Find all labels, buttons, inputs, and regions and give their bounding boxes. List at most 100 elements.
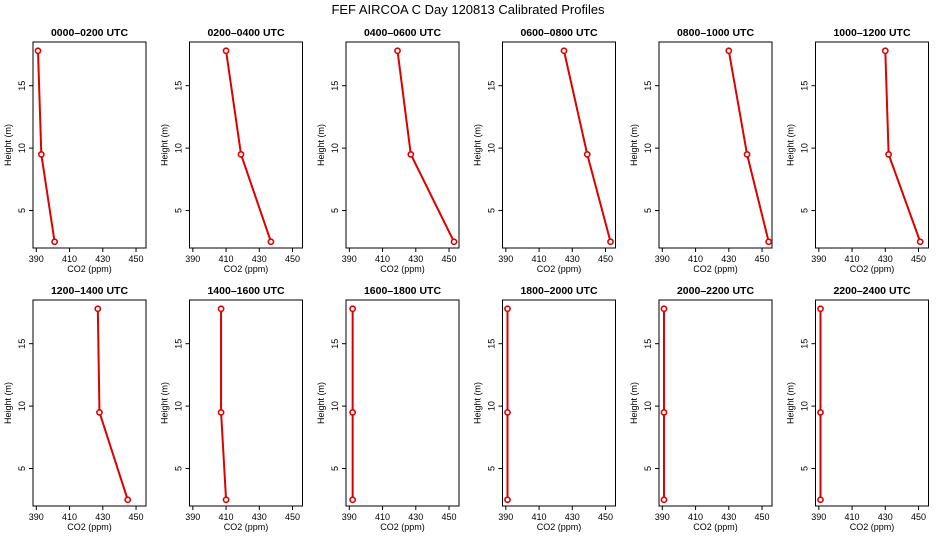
x-tick-label: 390 <box>185 254 200 264</box>
panel-5: 0800–1000 UTC 390 410 430 450 5 10 15 CO2 (ppm) H… <box>629 27 773 274</box>
y-axis-label: Height (m) <box>629 382 639 424</box>
data-point <box>504 408 511 416</box>
profile-line <box>563 50 612 243</box>
data-point <box>765 238 773 246</box>
plot-frame <box>815 41 929 249</box>
profile-line <box>727 50 770 242</box>
x-tick-label: 410 <box>845 254 860 264</box>
x-tick-label: 410 <box>219 254 234 264</box>
x-tick-label: 430 <box>252 512 267 522</box>
y-tick-label: 10 <box>643 401 653 411</box>
x-axis-label: CO2 (ppm) <box>224 522 269 532</box>
x-axis-label: CO2 (ppm) <box>537 522 582 532</box>
x-tick-label: 450 <box>442 512 457 522</box>
y-tick-label: 15 <box>643 339 653 349</box>
x-axis-label: CO2 (ppm) <box>850 264 895 274</box>
y-tick-label: 5 <box>174 466 184 471</box>
panel-title: 0000–0200 UTC <box>51 27 128 39</box>
data-point <box>51 238 59 246</box>
panel-1: 0000–0200 UTC 390 410 430 450 5 10 15 CO2 (ppm) H… <box>3 27 147 274</box>
x-axis-label: CO2 (ppm) <box>693 522 738 532</box>
plot-frame <box>189 41 303 249</box>
y-tick-label: 10 <box>17 143 27 153</box>
x-tick-label: 450 <box>598 254 613 264</box>
data-point <box>217 408 225 416</box>
data-point <box>817 305 824 313</box>
profile-line <box>36 50 56 242</box>
data-point <box>124 496 132 504</box>
y-tick-label: 15 <box>174 81 184 91</box>
data-point <box>916 238 924 246</box>
y-tick-label: 5 <box>330 208 340 213</box>
panel-title: 1200–1400 UTC <box>51 285 128 297</box>
y-axis-label: Height (m) <box>786 124 796 166</box>
data-point <box>349 496 357 504</box>
x-axis-label: CO2 (ppm) <box>380 264 425 274</box>
x-tick-label: 450 <box>598 512 613 522</box>
x-axis-label: CO2 (ppm) <box>693 264 738 274</box>
data-point <box>222 47 230 55</box>
y-axis-label: Height (m) <box>629 124 639 166</box>
panel-title: 0400–0600 UTC <box>364 27 441 39</box>
profile-line <box>225 50 272 243</box>
x-tick-label: 430 <box>721 512 736 522</box>
x-tick-label: 430 <box>565 254 580 264</box>
plot-frame <box>502 299 616 507</box>
x-tick-label: 430 <box>408 254 423 264</box>
panel-6: 1000–1200 UTC 390 410 430 450 5 10 15 CO2 (ppm) H… <box>786 27 929 274</box>
x-tick-label: 410 <box>532 512 547 522</box>
data-point <box>349 305 357 313</box>
panel-title: 1000–1200 UTC <box>833 27 910 39</box>
data-point <box>660 408 668 416</box>
x-tick-label: 450 <box>755 512 770 522</box>
x-tick-label: 430 <box>252 254 267 264</box>
y-tick-label: 15 <box>800 339 810 349</box>
y-tick-label: 5 <box>330 466 340 471</box>
x-tick-label: 430 <box>95 254 110 264</box>
data-point <box>660 305 668 313</box>
data-point <box>560 47 568 55</box>
panel-title: 2200–2400 UTC <box>833 285 910 297</box>
y-axis-label: Height (m) <box>160 124 170 166</box>
x-axis-label: CO2 (ppm) <box>850 522 895 532</box>
data-point <box>450 238 458 246</box>
data-point <box>725 47 733 55</box>
x-tick-label: 410 <box>375 254 390 264</box>
y-axis-label: Height (m) <box>473 382 483 424</box>
x-tick-label: 450 <box>911 512 926 522</box>
y-axis-label: Height (m) <box>316 124 326 166</box>
y-axis-label: Height (m) <box>473 124 483 166</box>
panel-12: 2200–2400 UTC 390 410 430 450 5 10 15 CO2 (ppm) H… <box>786 285 929 532</box>
x-axis-label: CO2 (ppm) <box>224 264 269 274</box>
plot-frame <box>658 299 773 507</box>
y-tick-label: 10 <box>800 401 810 411</box>
y-tick-label: 10 <box>643 143 653 153</box>
y-tick-label: 5 <box>643 208 653 213</box>
panel-title: 0600–0800 UTC <box>520 27 597 39</box>
panel-title: 2000–2200 UTC <box>677 285 754 297</box>
data-point <box>349 408 357 416</box>
x-tick-label: 430 <box>95 512 110 522</box>
x-tick-label: 410 <box>688 512 703 522</box>
panel-9: 1600–1800 UTC 390 410 430 450 5 10 15 CO2 (ppm) H… <box>316 285 460 532</box>
x-tick-label: 430 <box>408 512 423 522</box>
data-point <box>885 150 893 158</box>
y-tick-label: 5 <box>487 466 497 471</box>
data-point <box>94 305 102 313</box>
data-point <box>34 47 42 55</box>
x-tick-label: 390 <box>185 512 200 522</box>
figure-title: FEF AIRCOA C Day 120813 Calibrated Profi… <box>331 2 605 17</box>
y-tick-label: 15 <box>487 339 497 349</box>
x-tick-label: 410 <box>688 254 703 264</box>
panel-3: 0400–0600 UTC 390 410 430 450 5 10 15 CO2 (ppm) H… <box>316 27 460 274</box>
x-tick-label: 410 <box>62 254 77 264</box>
y-tick-label: 10 <box>487 143 497 153</box>
data-point <box>743 150 751 158</box>
x-axis-label: CO2 (ppm) <box>67 264 112 274</box>
y-tick-label: 10 <box>330 143 340 153</box>
y-axis-label: Height (m) <box>160 382 170 424</box>
y-tick-label: 15 <box>330 81 340 91</box>
y-tick-label: 15 <box>487 81 497 91</box>
data-point <box>817 496 824 504</box>
